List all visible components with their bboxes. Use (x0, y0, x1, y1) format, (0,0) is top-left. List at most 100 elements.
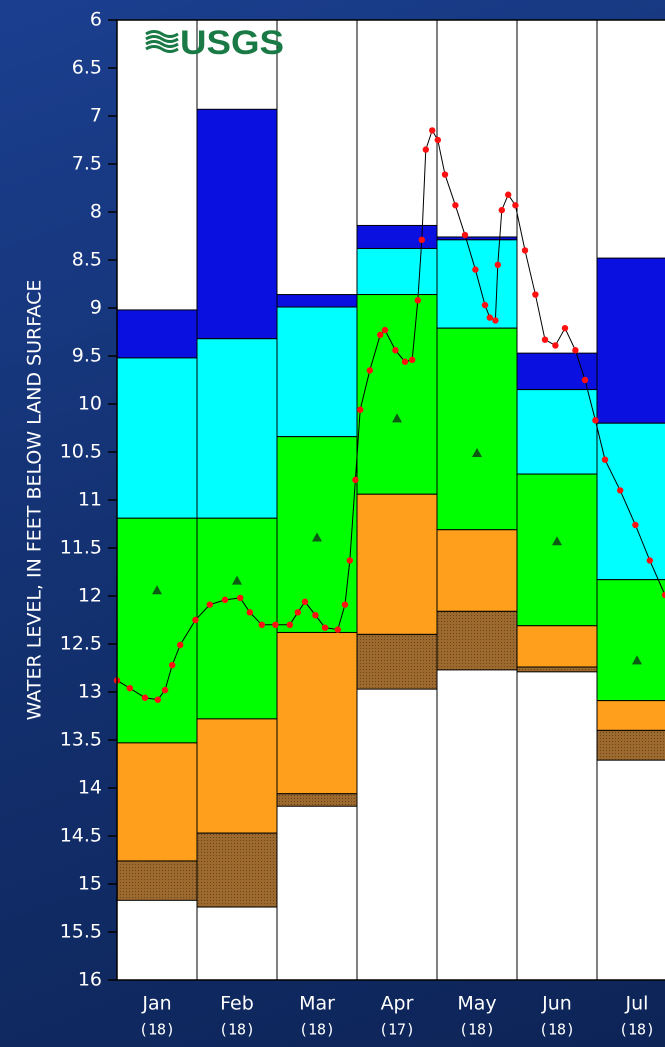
water-level-point (154, 696, 161, 703)
water-level-point (472, 266, 479, 273)
percentile-band (516, 666, 598, 673)
percentile-band (116, 357, 198, 519)
water-level-point (422, 146, 429, 153)
y-tick-label: 12 (78, 585, 102, 607)
water-level-point (392, 347, 399, 354)
percentile-band (196, 832, 278, 908)
y-tick-label: 8 (90, 201, 102, 223)
y-tick-label: 7.5 (72, 153, 102, 175)
water-level-point (481, 301, 489, 309)
percentile-band (276, 631, 358, 795)
percentile-band (596, 729, 665, 761)
y-tick-label: 11 (78, 489, 102, 511)
y-tick-label: 9 (90, 297, 102, 319)
percentile-band (436, 529, 518, 612)
logo: USGS (145, 24, 284, 62)
percentile-band (516, 389, 598, 475)
water-level-point (272, 621, 279, 628)
water-level-point (429, 127, 436, 134)
y-tick-label: 13 (78, 681, 102, 703)
water-level-point (381, 326, 389, 334)
water-level-point (192, 616, 199, 624)
y-tick-label: 10.5 (60, 441, 102, 463)
percentile-band (356, 294, 438, 495)
percentile-band (596, 422, 665, 581)
water-level-point (646, 557, 653, 564)
percentile-band (116, 860, 198, 901)
percentile-band (516, 352, 598, 391)
water-level-point (552, 342, 559, 349)
y-tick-label: 10 (78, 393, 102, 415)
y-tick-label: 14 (78, 777, 102, 799)
y-tick-label: 12.5 (60, 633, 102, 655)
median-marker (552, 536, 562, 546)
water-level-point (401, 358, 409, 365)
x-tick-label: May (457, 993, 496, 1015)
water-level-point (532, 291, 539, 298)
y-tick-label: 8.5 (72, 249, 102, 271)
percentile-band (196, 718, 278, 834)
logo-text: USGS (180, 24, 284, 62)
water-level-point (492, 317, 499, 324)
logo-wave (145, 40, 179, 48)
water-level-point (572, 347, 579, 354)
percentile-band (596, 257, 665, 424)
y-tick-label: 15 (78, 873, 102, 895)
y-tick-label: 6.5 (72, 57, 102, 79)
y-tick-label: 14.5 (60, 825, 102, 847)
x-tick-label: Jul (625, 993, 649, 1015)
water-level-point (126, 684, 133, 692)
percentile-band (356, 247, 438, 296)
water-level-point (346, 557, 353, 564)
percentile-band (196, 108, 278, 340)
water-level-point (237, 594, 244, 602)
x-tick-label: Mar (299, 993, 335, 1015)
water-level-point (452, 202, 459, 209)
median-marker (232, 575, 242, 585)
y-tick-label: 7 (90, 105, 102, 127)
percentile-band (436, 327, 518, 531)
x-tick-count: (17) (379, 1021, 415, 1039)
water-level-point (521, 247, 529, 254)
median-marker (632, 655, 642, 665)
water-level-point (601, 456, 609, 463)
water-level-point (505, 191, 512, 198)
water-level-point (486, 314, 493, 321)
water-level-point (161, 686, 169, 694)
percentile-band (436, 239, 518, 329)
water-level-point (221, 596, 229, 604)
y-tick-label: 6 (90, 9, 102, 31)
median-marker (152, 585, 162, 595)
water-level-point (258, 621, 265, 628)
water-level-point (141, 694, 149, 701)
x-tick-count: (18) (459, 1021, 495, 1039)
percentile-band (516, 473, 598, 627)
water-level-point (341, 601, 349, 608)
percentile-band (356, 633, 438, 690)
water-level-point (541, 336, 549, 343)
water-level-point (294, 609, 301, 616)
water-level-point (366, 367, 373, 374)
water-level-point (494, 261, 501, 268)
y-axis-label: WATER LEVEL, IN FEET BELOW LAND SURFACE (24, 280, 46, 721)
water-level-point (418, 236, 425, 244)
x-tick-count: (18) (139, 1021, 175, 1039)
water-level-point (321, 624, 329, 631)
median-marker (312, 532, 322, 542)
median-marker (472, 447, 482, 457)
percentile-band (276, 294, 358, 308)
y-tick-label: 13.5 (60, 729, 102, 751)
x-tick-label: Feb (220, 993, 254, 1015)
percentile-band (276, 793, 358, 807)
water-level-point (414, 297, 421, 304)
x-tick-label: Jun (541, 993, 572, 1015)
x-tick-label: Apr (381, 993, 414, 1015)
percentile-band (356, 493, 438, 635)
x-tick-count: (18) (219, 1021, 255, 1039)
percentile-band (596, 579, 665, 702)
percentile-band (436, 610, 518, 671)
percentile-band (116, 309, 198, 359)
water-level-point (461, 231, 469, 239)
water-level-point (617, 487, 624, 494)
